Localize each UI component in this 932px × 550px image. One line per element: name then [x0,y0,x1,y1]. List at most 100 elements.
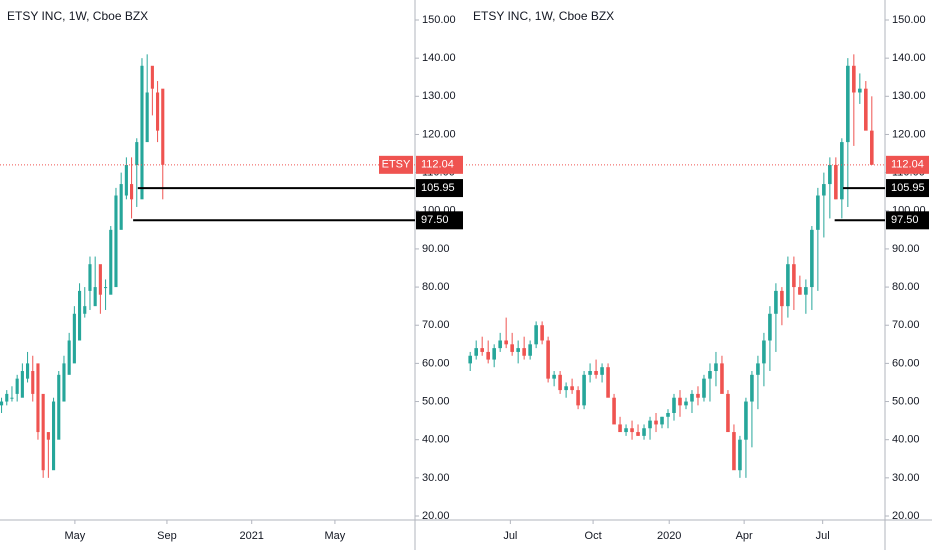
y-tick-label: 80.00 [422,281,450,293]
x-tick-label: Jul [503,530,517,542]
candle-body [870,130,874,165]
candle-body [528,344,532,356]
candle-body [150,65,154,89]
candle-body [594,371,598,375]
x-tick-label: 2020 [657,530,681,542]
candle-body [726,393,730,433]
y-tick-label: 70.00 [892,319,920,331]
candle-body [474,348,478,356]
y-tick-label: 20.00 [422,510,450,522]
candle-body [756,363,760,375]
candle-body [114,195,118,288]
candle-body [714,363,718,372]
chart-panel: 20.00 30.00 40.00 50.00 60.00 70.00 80.00 90.00… [0,0,466,550]
candle-body [732,432,736,471]
candle-body [582,374,586,406]
ray-price-box [416,179,463,198]
candle-body [840,142,844,200]
candle-body [93,287,97,307]
candle-body [618,424,622,433]
candle-body [104,287,108,289]
candle-body [130,184,134,200]
candle-body [78,290,82,341]
x-tick-label: Jul [816,530,830,542]
candle-body [161,88,165,165]
candle-body [744,401,748,440]
y-tick-label: 150.00 [892,14,926,26]
candle-body [516,348,520,352]
candle-body [768,313,772,341]
candle-body [654,420,658,425]
y-tick-label: 50.00 [422,395,450,407]
candle-body [624,428,628,433]
candle-body [648,420,652,429]
candle-body [702,378,706,398]
last-price-box [416,155,463,174]
candle-body [540,325,544,341]
candle-body [690,393,694,402]
candle-body [98,264,102,295]
candle-body [606,367,610,398]
ray-price-box [886,179,929,198]
candle-body [786,264,790,307]
x-tick-label: Sep [157,530,177,542]
y-tick-label: 70.00 [422,319,450,331]
candle-body [546,340,550,379]
y-tick-label: 40.00 [422,434,450,446]
candle-body [52,401,56,471]
candle-body [62,363,66,402]
candle-body [510,344,514,352]
candle-body [588,371,592,375]
candle-body [36,363,40,433]
ray-price-box [886,211,929,230]
symbol-box [379,155,413,174]
candle-body [816,195,820,230]
candle-body [750,374,754,402]
last-price-label: 112.04 [891,159,924,171]
y-tick-label: 130.00 [422,90,456,102]
candle-body [31,371,35,394]
candle-body [666,412,670,417]
candle-body [564,386,568,391]
candle-body [636,432,640,436]
candle-body [792,264,796,288]
candle-body [480,348,484,352]
y-tick-label: 60.00 [422,357,450,369]
candle-body [774,290,778,314]
chart-title: ETSY INC, 1W, Cboe BZX [473,9,614,23]
candle-body [810,229,814,288]
plot-area [0,54,165,478]
candle-body [20,371,24,398]
chart-panel: 20.00 30.00 40.00 50.00 60.00 70.00 80.00 90.00… [466,0,932,550]
candle-body [468,355,472,364]
candle-body [57,374,61,440]
candle-body [83,306,87,314]
candle-body [858,88,862,93]
x-tick-label: Oct [585,530,602,542]
candle-body [570,386,574,391]
candle-body [41,393,45,471]
x-tick-label: May [64,530,85,542]
y-tick-label: 150.00 [422,14,456,26]
candle-body [498,340,502,349]
y-tick-label: 50.00 [892,395,920,407]
candle-body [762,340,766,364]
candle-body [10,397,14,399]
candle-body [672,397,676,413]
candle-body [720,363,724,394]
y-tick-label: 40.00 [892,434,920,446]
candle-body [780,290,784,307]
ray-price-label: 97.50 [421,214,449,226]
candle-body [504,340,508,345]
candle-body [834,164,838,200]
y-tick-label: 30.00 [892,472,920,484]
symbol-label: ETSY [382,159,411,171]
candle-body [534,325,538,345]
y-tick-label: 120.00 [422,128,456,140]
candle-body [135,142,139,165]
candle-body [696,393,700,398]
ray-price-box [416,211,463,230]
candle-body [145,92,149,143]
x-tick-label: May [325,530,346,542]
